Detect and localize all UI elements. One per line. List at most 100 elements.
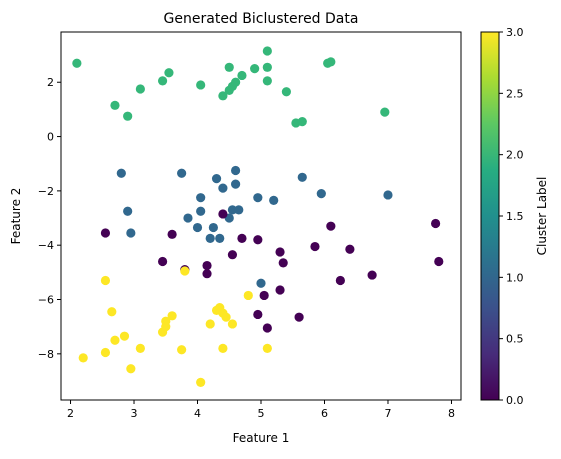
- data-point-33: [211, 174, 222, 184]
- data-point-49: [167, 229, 177, 239]
- data-point-30: [196, 193, 206, 203]
- data-point-8: [224, 62, 234, 72]
- data-point-86: [205, 319, 215, 329]
- data-point-11: [231, 77, 241, 87]
- points-layer: [72, 46, 444, 387]
- data-point-93: [243, 290, 253, 301]
- data-point-26: [177, 168, 187, 178]
- x-tick-label-6: 8: [448, 407, 455, 420]
- y-tick-label-5: −8: [38, 348, 54, 361]
- y-axis-ticks: 2 0 −2 −4 −6 −8: [38, 76, 61, 361]
- data-point-53: [218, 209, 228, 219]
- data-point-73: [100, 347, 111, 358]
- x-tick-label-3: 5: [258, 407, 265, 420]
- data-point-82: [167, 311, 177, 321]
- data-point-46: [383, 190, 393, 200]
- data-point-48: [157, 256, 168, 267]
- y-tick-label-1: 0: [47, 131, 54, 144]
- data-point-34: [215, 233, 225, 244]
- colorbar-tick-label-0: 3.0: [506, 26, 524, 39]
- data-point-70: [434, 256, 444, 267]
- data-point-54: [227, 250, 238, 260]
- data-point-67: [345, 244, 355, 254]
- data-point-1: [110, 100, 120, 110]
- data-point-71: [78, 353, 88, 363]
- data-point-23: [116, 168, 126, 178]
- colorbar-tick-label-3: 1.5: [506, 210, 524, 223]
- chart-title: Generated Biclustered Data: [164, 11, 359, 27]
- data-point-12: [237, 70, 247, 81]
- data-point-32: [208, 222, 218, 233]
- colorbar-tick-label-2: 2.0: [506, 149, 524, 162]
- data-point-4: [157, 76, 168, 86]
- colorbar-ticks: 3.0 2.5 2.0 1.5 1.0 0.5 0.0: [499, 26, 524, 407]
- data-point-16: [262, 76, 272, 86]
- data-point-39: [231, 179, 241, 189]
- data-point-77: [126, 364, 136, 374]
- data-point-28: [192, 222, 203, 233]
- data-point-38: [231, 165, 241, 176]
- data-point-29: [196, 206, 206, 216]
- x-tick-label-5: 7: [384, 407, 391, 420]
- data-point-74: [107, 307, 117, 317]
- y-tick-label-0: 2: [47, 76, 54, 89]
- x-tick-label-4: 6: [321, 407, 328, 420]
- data-point-37: [227, 205, 238, 215]
- data-point-35: [218, 183, 228, 193]
- y-tick-label-4: −6: [38, 294, 54, 307]
- data-point-72: [100, 275, 111, 286]
- y-axis-label: Feature 2: [9, 188, 23, 245]
- data-point-81: [161, 316, 171, 326]
- x-axis-label: Feature 1: [233, 431, 290, 445]
- data-point-42: [256, 278, 266, 288]
- x-tick-label-1: 3: [131, 407, 138, 420]
- data-point-58: [259, 290, 269, 301]
- data-point-14: [262, 46, 272, 56]
- data-point-51: [202, 260, 212, 271]
- data-point-83: [177, 345, 187, 355]
- data-point-68: [367, 270, 377, 280]
- data-point-7: [218, 91, 228, 101]
- colorbar-tick-label-6: 0.0: [506, 394, 524, 407]
- data-point-15: [262, 62, 272, 72]
- data-point-31: [205, 233, 215, 244]
- data-point-3: [135, 84, 145, 94]
- data-point-60: [275, 285, 285, 295]
- data-point-13: [250, 64, 260, 74]
- data-point-65: [326, 221, 336, 231]
- x-tick-label-2: 4: [194, 407, 201, 420]
- data-point-92: [227, 319, 238, 329]
- data-point-43: [269, 195, 279, 205]
- data-point-76: [119, 331, 130, 341]
- data-point-64: [310, 241, 320, 252]
- data-point-75: [110, 335, 120, 345]
- colorbar-tick-label-4: 1.0: [506, 271, 524, 284]
- colorbar-tick-label-5: 0.5: [506, 333, 524, 346]
- data-point-55: [237, 233, 247, 244]
- data-point-94: [262, 343, 272, 353]
- y-tick-label-3: −4: [38, 239, 54, 252]
- data-point-63: [294, 312, 304, 322]
- data-point-40: [234, 205, 244, 215]
- data-point-62: [278, 258, 288, 268]
- data-point-57: [253, 309, 263, 320]
- data-point-22: [380, 107, 390, 117]
- data-point-44: [297, 172, 307, 182]
- data-point-17: [281, 87, 291, 97]
- x-axis-ticks: 2 3 4 5 6 7 8: [67, 400, 455, 420]
- data-point-25: [126, 228, 136, 238]
- data-point-78: [135, 343, 145, 353]
- data-point-21: [326, 57, 336, 67]
- data-point-90: [218, 343, 228, 353]
- colorbar-tick-label-1: 2.5: [506, 87, 524, 100]
- data-point-5: [164, 68, 174, 78]
- data-point-27: [183, 213, 193, 223]
- data-point-84: [180, 266, 190, 276]
- data-point-56: [253, 235, 263, 245]
- data-point-6: [196, 80, 206, 90]
- data-point-19: [297, 117, 307, 127]
- data-point-66: [335, 275, 345, 286]
- data-point-91: [221, 312, 231, 322]
